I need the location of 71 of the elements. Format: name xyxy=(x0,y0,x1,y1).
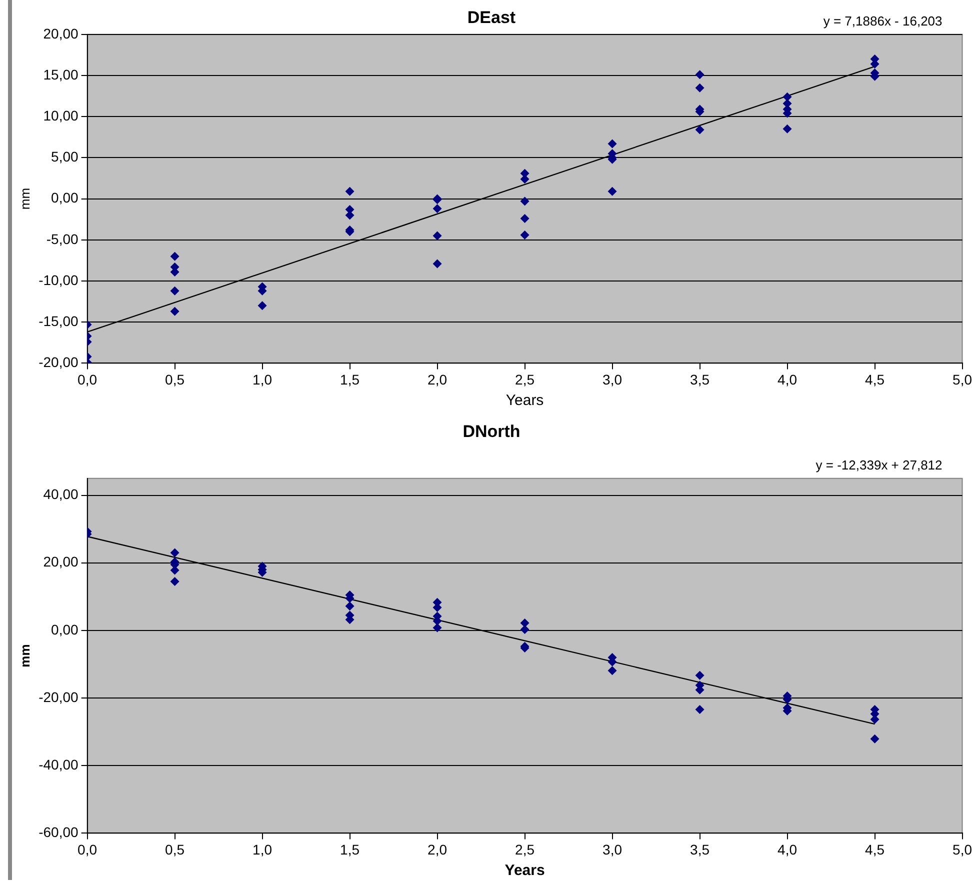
x-tick-label: 3,0 xyxy=(602,841,622,858)
x-tick-label: 2,5 xyxy=(515,841,535,858)
x-tick-label: 2,0 xyxy=(428,841,448,858)
y-axis-title: mm xyxy=(17,188,32,210)
x-tick-label: 2,5 xyxy=(515,371,535,388)
x-tick-label: 3,5 xyxy=(690,841,710,858)
y-tick-label: 10,00 xyxy=(43,107,78,124)
x-axis-title: Years xyxy=(506,392,544,410)
point xyxy=(782,92,792,102)
point xyxy=(870,734,880,744)
y-tick-label: 20,00 xyxy=(43,554,78,570)
x-tick-label: 2,0 xyxy=(428,371,448,388)
y-tick-label: -20,00 xyxy=(38,354,79,370)
x-tick-label: 4,5 xyxy=(865,371,885,388)
point xyxy=(608,139,617,148)
x-tick-label: 0,5 xyxy=(165,841,185,858)
x-tick-label: 1,0 xyxy=(252,841,272,858)
text: y = 7,1886x - 16,203 xyxy=(823,13,942,28)
point xyxy=(170,548,180,558)
chart-title: DNorth xyxy=(462,422,520,441)
y-tick-label: 5,00 xyxy=(51,148,79,165)
y-tick-label: -10,00 xyxy=(38,272,79,288)
point xyxy=(432,231,442,240)
x-tick-label: 1,5 xyxy=(340,841,360,858)
x-tick-label: 1,0 xyxy=(252,371,272,388)
x-tick-label: 1,5 xyxy=(340,371,360,388)
chart-title: DEast xyxy=(467,8,516,27)
y-tick-label: -15,00 xyxy=(38,312,79,329)
point xyxy=(432,623,442,632)
point xyxy=(608,666,617,676)
y-tick-label: -60,00 xyxy=(38,824,79,840)
point xyxy=(695,70,704,80)
point xyxy=(170,252,180,261)
point xyxy=(695,125,704,134)
point xyxy=(520,196,530,206)
point xyxy=(345,602,354,611)
point xyxy=(170,306,180,316)
x-tick-label: 5,0 xyxy=(952,371,972,388)
y-tick-label: -20,00 xyxy=(38,688,79,705)
x-tick-label: 3,0 xyxy=(602,371,622,388)
y-tick-label: 40,00 xyxy=(43,486,78,502)
point xyxy=(782,124,792,134)
point xyxy=(695,705,704,714)
y-tick-label: 0,00 xyxy=(51,190,79,206)
point xyxy=(608,186,617,196)
x-tick-label: 5,0 xyxy=(952,841,972,858)
x-tick-label: 4,0 xyxy=(778,371,798,388)
x-tick-label: 4,0 xyxy=(778,841,798,858)
point xyxy=(695,83,704,92)
y-tick-label: -5,00 xyxy=(46,230,78,247)
point xyxy=(432,204,442,214)
y-tick-label: 15,00 xyxy=(43,66,78,82)
point xyxy=(520,230,530,240)
x-tick-label: 0,0 xyxy=(78,841,98,858)
point xyxy=(170,286,180,296)
y-tick-label: -40,00 xyxy=(38,756,79,772)
point xyxy=(432,259,442,268)
x-tick-label: 4,5 xyxy=(865,841,885,858)
text: y = -12,339x + 27,812 xyxy=(816,457,942,472)
x-tick-label: 3,5 xyxy=(690,371,710,388)
x-tick-label: 0,5 xyxy=(165,371,185,388)
x-axis-title: Years xyxy=(504,862,545,880)
y-tick-label: 20,00 xyxy=(43,25,78,42)
point xyxy=(258,301,267,310)
point xyxy=(170,576,180,586)
point xyxy=(520,214,530,224)
x-tick-label: 0,0 xyxy=(78,371,98,388)
point xyxy=(695,670,704,680)
y-axis-title: mm xyxy=(17,644,32,668)
point xyxy=(345,186,354,196)
y-tick-label: 0,00 xyxy=(51,621,79,638)
